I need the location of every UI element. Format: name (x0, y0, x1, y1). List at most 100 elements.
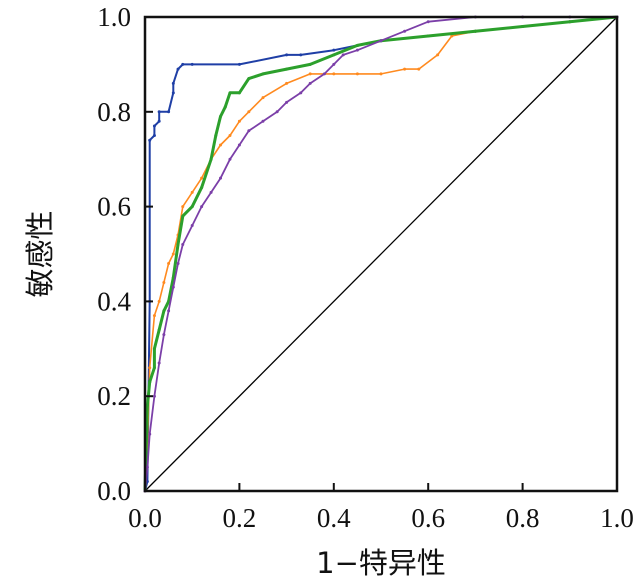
series-1-point (171, 91, 175, 95)
series-1-point (299, 53, 303, 57)
series-1-point (152, 124, 156, 128)
y-tick-label: 0.0 (97, 476, 131, 506)
series-1-point (285, 53, 289, 57)
series-2-point (148, 366, 152, 370)
series-2-point (379, 72, 383, 76)
series-4-point (152, 394, 156, 398)
series-2-point (181, 205, 185, 209)
series-4-point (145, 465, 149, 469)
series-1-point (190, 62, 194, 66)
series-1-point (152, 134, 156, 137)
series-2-point (308, 72, 312, 76)
series-2-point (237, 119, 241, 123)
series-4-point (299, 91, 303, 95)
series-2-point (436, 53, 440, 57)
series-3-point (209, 157, 213, 161)
x-tick-label: 0.8 (506, 503, 540, 533)
series-2-point (171, 252, 175, 256)
series-3-point (308, 62, 312, 66)
reference-diagonal-line (144, 16, 618, 492)
series-1-point (181, 62, 185, 66)
x-tick-label: 0.6 (411, 503, 445, 533)
series-3-point (152, 347, 156, 351)
series-4-point (171, 285, 175, 289)
series-4-point (181, 243, 185, 247)
series-3-point (190, 205, 194, 209)
series-2-point (157, 299, 161, 303)
series-4-point (148, 432, 152, 436)
series-4-point (355, 48, 359, 52)
series-2-point (200, 176, 204, 180)
series-3-point (261, 72, 265, 76)
series-4-point (176, 261, 180, 265)
series-1-point (157, 119, 161, 123)
series-1-point (171, 81, 175, 85)
series-4-point (426, 20, 430, 24)
series-2-point (190, 190, 194, 194)
series-4-point (247, 129, 251, 133)
series-2-point (228, 134, 232, 137)
series-2-point (332, 72, 336, 76)
series-3-point (355, 43, 359, 47)
series-3-point (247, 77, 251, 81)
series-4-point (237, 143, 241, 147)
series-4-point (285, 100, 289, 104)
series-4-point (167, 309, 171, 313)
series-4-point (209, 190, 213, 194)
series-4-point (403, 29, 407, 33)
series-3-point (145, 404, 149, 408)
series-2-point (162, 280, 166, 284)
series-3-point (167, 299, 171, 303)
x-axis-title: 1−特异性 (316, 546, 446, 580)
series-3-point (237, 91, 241, 95)
series-2-point (285, 81, 289, 85)
series-4-point (322, 72, 326, 76)
series-3-point (181, 214, 185, 218)
series-3-point (219, 115, 223, 119)
x-tick-label: 0.2 (223, 503, 257, 533)
series-2-point (355, 72, 359, 76)
series-1-point (176, 67, 180, 71)
series-3-point (285, 67, 289, 71)
series-4-point (200, 205, 204, 209)
series-2-point (261, 96, 265, 100)
y-tick-label: 0.6 (97, 192, 131, 222)
series-3-point (473, 29, 477, 33)
series-3-point (162, 309, 166, 313)
series-1-point (167, 110, 171, 114)
plot-frame (143, 15, 619, 493)
series-2-point (152, 314, 156, 318)
series-3-point (148, 380, 152, 384)
series-1-point (237, 62, 241, 66)
series-1-point (157, 110, 161, 114)
series-3-point (200, 186, 204, 190)
series-4-point (162, 333, 166, 337)
series-3-point (157, 328, 161, 332)
series-1-point (332, 48, 336, 52)
y-tick-label: 0.8 (97, 97, 131, 127)
series-3-point (426, 34, 430, 38)
series-3-point (152, 366, 156, 370)
y-tick-label: 0.4 (97, 286, 131, 316)
series-2-point (219, 143, 223, 147)
series-3-point (171, 276, 175, 280)
y-axis-title: 敏感性 (23, 210, 57, 297)
series-2-point (247, 110, 251, 114)
series-2-point (403, 67, 407, 71)
y-tick-label: 0.2 (97, 381, 131, 411)
x-tick-label: 1.0 (600, 503, 634, 533)
series-4-point (219, 176, 223, 180)
series-4-point (261, 119, 265, 123)
series-4-point (332, 62, 336, 66)
x-tick-label: 0.0 (128, 503, 162, 533)
series-4-point (190, 224, 194, 228)
series-4-point (379, 39, 383, 43)
series-3-point (228, 91, 232, 95)
y-tick-label: 1.0 (97, 2, 131, 32)
series-3-point (214, 134, 218, 137)
series-4-point (308, 81, 312, 85)
series-4-point (275, 110, 279, 114)
series-4-point (341, 53, 345, 57)
series-2-point (417, 67, 421, 71)
series-2-point (450, 34, 454, 38)
